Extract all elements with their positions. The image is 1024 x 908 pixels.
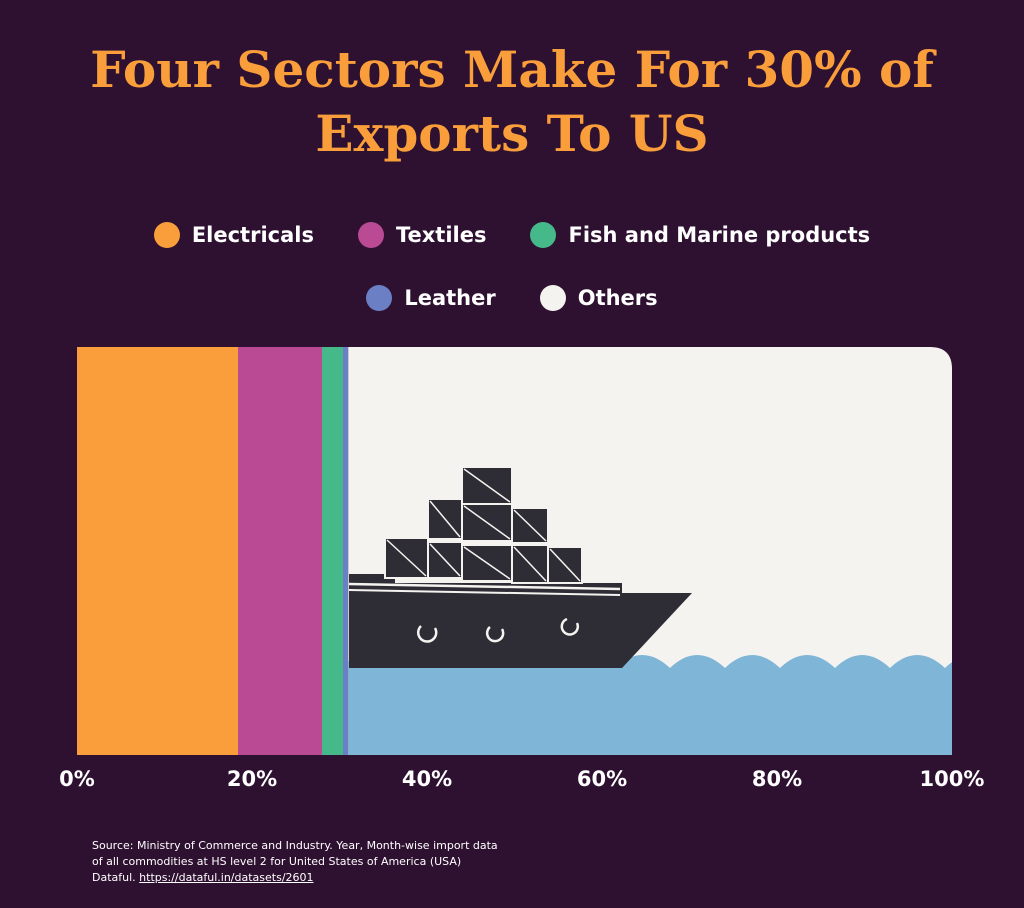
legend-item-leather: Leather — [366, 285, 496, 311]
source-link[interactable]: https://dataful.in/datasets/2601 — [139, 871, 314, 884]
source-note: Source: Ministry of Commerce and Industr… — [92, 838, 498, 886]
container-strap-5 — [386, 539, 427, 577]
container-strap-1 — [463, 468, 511, 503]
x-tick-label-80: 80% — [752, 767, 802, 791]
x-tick-label-100: 100% — [920, 767, 985, 791]
legend-label-textiles: Textiles — [395, 223, 487, 247]
bar-segment-textiles — [238, 347, 322, 755]
porthole-1 — [416, 625, 438, 643]
hull-stripe-2 — [348, 589, 621, 596]
legend-dot-fish-marine — [530, 222, 557, 248]
bar-segment-leather — [343, 347, 349, 755]
cargo-containers — [384, 466, 583, 584]
legend-dot-leather — [366, 285, 393, 311]
legend-label-fish-marine: Fish and Marine products — [568, 223, 871, 247]
cargo-ship-icon — [348, 466, 692, 668]
container-strap-4 — [513, 509, 547, 542]
legend-item-fish-marine: Fish and Marine products — [530, 222, 870, 248]
container-strap-7 — [463, 546, 511, 580]
container-strap-6 — [429, 543, 461, 577]
legend-label-electricals: Electricals — [191, 223, 314, 247]
hull-stripe-1 — [348, 582, 621, 591]
x-tick-label-0: 0% — [59, 767, 95, 791]
ship-hull — [349, 574, 692, 668]
legend-dot-electricals — [153, 222, 180, 248]
stacked-bar-chart: 0% 20% 40% 60% 80% 100% — [59, 347, 984, 791]
chart-title-line-2: Exports To US — [315, 104, 709, 163]
source-line-1: Source: Ministry of Commerce and Industr… — [92, 839, 498, 852]
source-prefix: Dataful. — [92, 871, 140, 884]
container-strap-8 — [513, 546, 547, 582]
legend-label-others: Others — [577, 286, 658, 310]
legend-item-textiles: Textiles — [357, 222, 487, 248]
porthole-2 — [485, 626, 505, 643]
legend-dot-others — [539, 285, 566, 311]
legend-dot-textiles — [357, 222, 384, 248]
source-line-3: Dataful. https://dataful.in/datasets/260… — [92, 870, 498, 886]
legend-item-others: Others — [539, 285, 658, 311]
chart-title: Four Sectors Make For 30% of Exports To … — [0, 38, 1024, 166]
container-strap-9 — [549, 548, 581, 582]
porthole-3 — [560, 617, 580, 636]
legend-label-leather: Leather — [404, 286, 496, 310]
container-strap-2 — [429, 500, 461, 538]
x-axis-ticks: 0% 20% 40% 60% 80% 100% — [59, 767, 984, 791]
water-waves — [348, 655, 952, 755]
container-strap-3 — [463, 505, 511, 540]
bar-segment-electricals — [77, 347, 238, 755]
legend-row-2: Leather Others — [0, 285, 1024, 311]
bar-segment-fish-and-marine-products — [322, 347, 343, 755]
x-tick-label-20: 20% — [227, 767, 277, 791]
source-line-2: of all commodities at HS level 2 for Uni… — [92, 855, 462, 868]
legend-row-1: Electricals Textiles Fish and Marine pro… — [0, 222, 1024, 248]
legend-item-electricals: Electricals — [153, 222, 314, 248]
x-tick-label-60: 60% — [577, 767, 627, 791]
ship-illustration — [348, 466, 952, 755]
x-tick-label-40: 40% — [402, 767, 452, 791]
chart-title-line-1: Four Sectors Make For 30% of — [90, 40, 934, 99]
